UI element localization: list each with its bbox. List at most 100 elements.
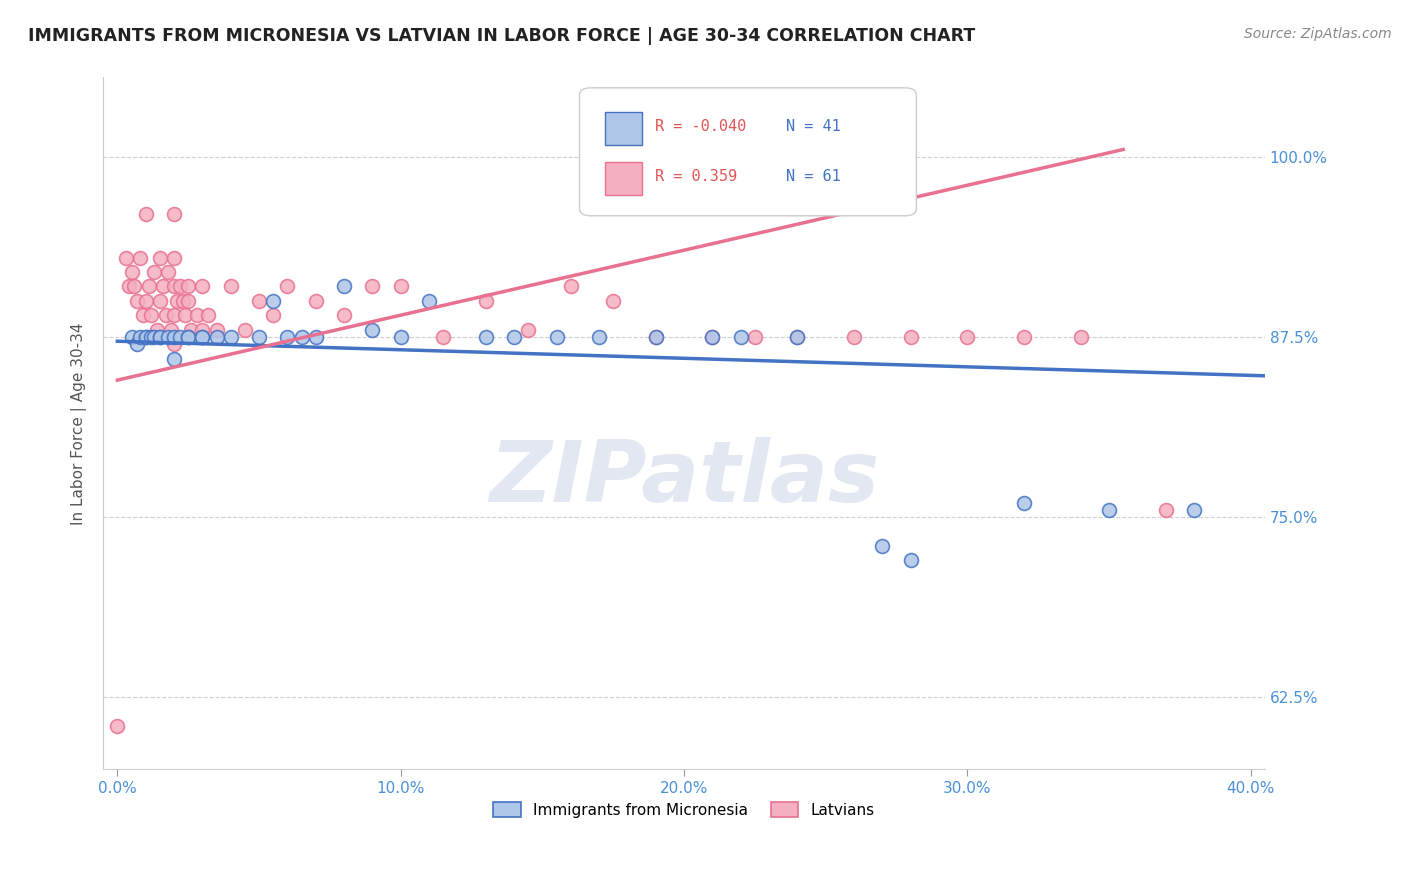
Point <box>174 308 197 322</box>
Point <box>118 279 141 293</box>
Text: N = 41: N = 41 <box>786 119 841 134</box>
Legend: Immigrants from Micronesia, Latvians: Immigrants from Micronesia, Latvians <box>488 796 882 824</box>
Point <box>163 351 186 366</box>
Point <box>132 308 155 322</box>
Point <box>127 293 149 308</box>
Point <box>1154 503 1177 517</box>
FancyBboxPatch shape <box>605 112 643 145</box>
Point <box>149 330 172 344</box>
Text: R = -0.040: R = -0.040 <box>655 119 747 134</box>
Point <box>305 330 328 344</box>
Point <box>588 330 610 344</box>
Point <box>177 279 200 293</box>
Point <box>1070 330 1092 344</box>
Point <box>546 330 568 344</box>
Point <box>143 330 166 344</box>
Point <box>361 323 384 337</box>
Point <box>560 279 582 293</box>
Point <box>730 330 752 344</box>
Point <box>149 251 172 265</box>
Point <box>149 330 172 344</box>
Point <box>121 265 143 279</box>
Point <box>900 330 922 344</box>
Point <box>247 293 270 308</box>
Point <box>786 330 808 344</box>
Point <box>290 330 312 344</box>
Text: N = 61: N = 61 <box>786 169 841 184</box>
Point <box>276 330 298 344</box>
Point <box>1182 503 1205 517</box>
Point <box>157 330 180 344</box>
Point <box>219 279 242 293</box>
Point <box>474 330 496 344</box>
Point <box>233 323 256 337</box>
Point <box>1012 330 1035 344</box>
Point <box>135 293 157 308</box>
Point <box>900 553 922 567</box>
Point <box>149 293 172 308</box>
Point <box>163 308 186 322</box>
Y-axis label: In Labor Force | Age 30-34: In Labor Force | Age 30-34 <box>72 322 87 524</box>
Point <box>172 293 194 308</box>
Point <box>105 719 128 733</box>
Point <box>163 207 186 221</box>
Point <box>644 330 666 344</box>
Point <box>432 330 454 344</box>
Point <box>138 279 160 293</box>
Point <box>744 330 766 344</box>
Point <box>180 323 202 337</box>
Point <box>197 308 219 322</box>
Point <box>166 293 188 308</box>
Point <box>141 308 163 322</box>
Point <box>163 279 186 293</box>
Point <box>191 323 214 337</box>
Point <box>163 330 186 344</box>
Point <box>143 265 166 279</box>
Point <box>247 330 270 344</box>
Point <box>127 337 149 351</box>
Text: Source: ZipAtlas.com: Source: ZipAtlas.com <box>1244 27 1392 41</box>
Point <box>191 330 214 344</box>
Point <box>115 251 138 265</box>
Point <box>219 330 242 344</box>
Point <box>786 330 808 344</box>
Point <box>135 207 157 221</box>
Point <box>135 330 157 344</box>
FancyBboxPatch shape <box>579 87 917 216</box>
Point <box>135 330 157 344</box>
Point <box>129 251 152 265</box>
Point <box>305 293 328 308</box>
Point <box>163 251 186 265</box>
Point <box>644 330 666 344</box>
Point <box>1098 503 1121 517</box>
Point <box>361 279 384 293</box>
Point <box>517 323 540 337</box>
Point <box>262 293 284 308</box>
Point <box>702 330 724 344</box>
Point <box>129 330 152 344</box>
Point <box>205 330 228 344</box>
Point <box>177 293 200 308</box>
Point <box>474 293 496 308</box>
Text: IMMIGRANTS FROM MICRONESIA VS LATVIAN IN LABOR FORCE | AGE 30-34 CORRELATION CHA: IMMIGRANTS FROM MICRONESIA VS LATVIAN IN… <box>28 27 976 45</box>
Point <box>872 539 894 553</box>
Point <box>124 279 146 293</box>
Point <box>152 279 174 293</box>
Point <box>191 330 214 344</box>
Point <box>163 337 186 351</box>
Point <box>389 330 412 344</box>
Point <box>121 330 143 344</box>
Point <box>160 323 183 337</box>
Point <box>169 279 191 293</box>
Point <box>333 279 356 293</box>
Point <box>186 308 208 322</box>
Point <box>418 293 440 308</box>
Point <box>157 265 180 279</box>
Point <box>262 308 284 322</box>
Point <box>956 330 979 344</box>
Point <box>276 279 298 293</box>
Point <box>842 330 865 344</box>
Point <box>191 279 214 293</box>
Point <box>333 308 356 322</box>
Point <box>146 323 169 337</box>
